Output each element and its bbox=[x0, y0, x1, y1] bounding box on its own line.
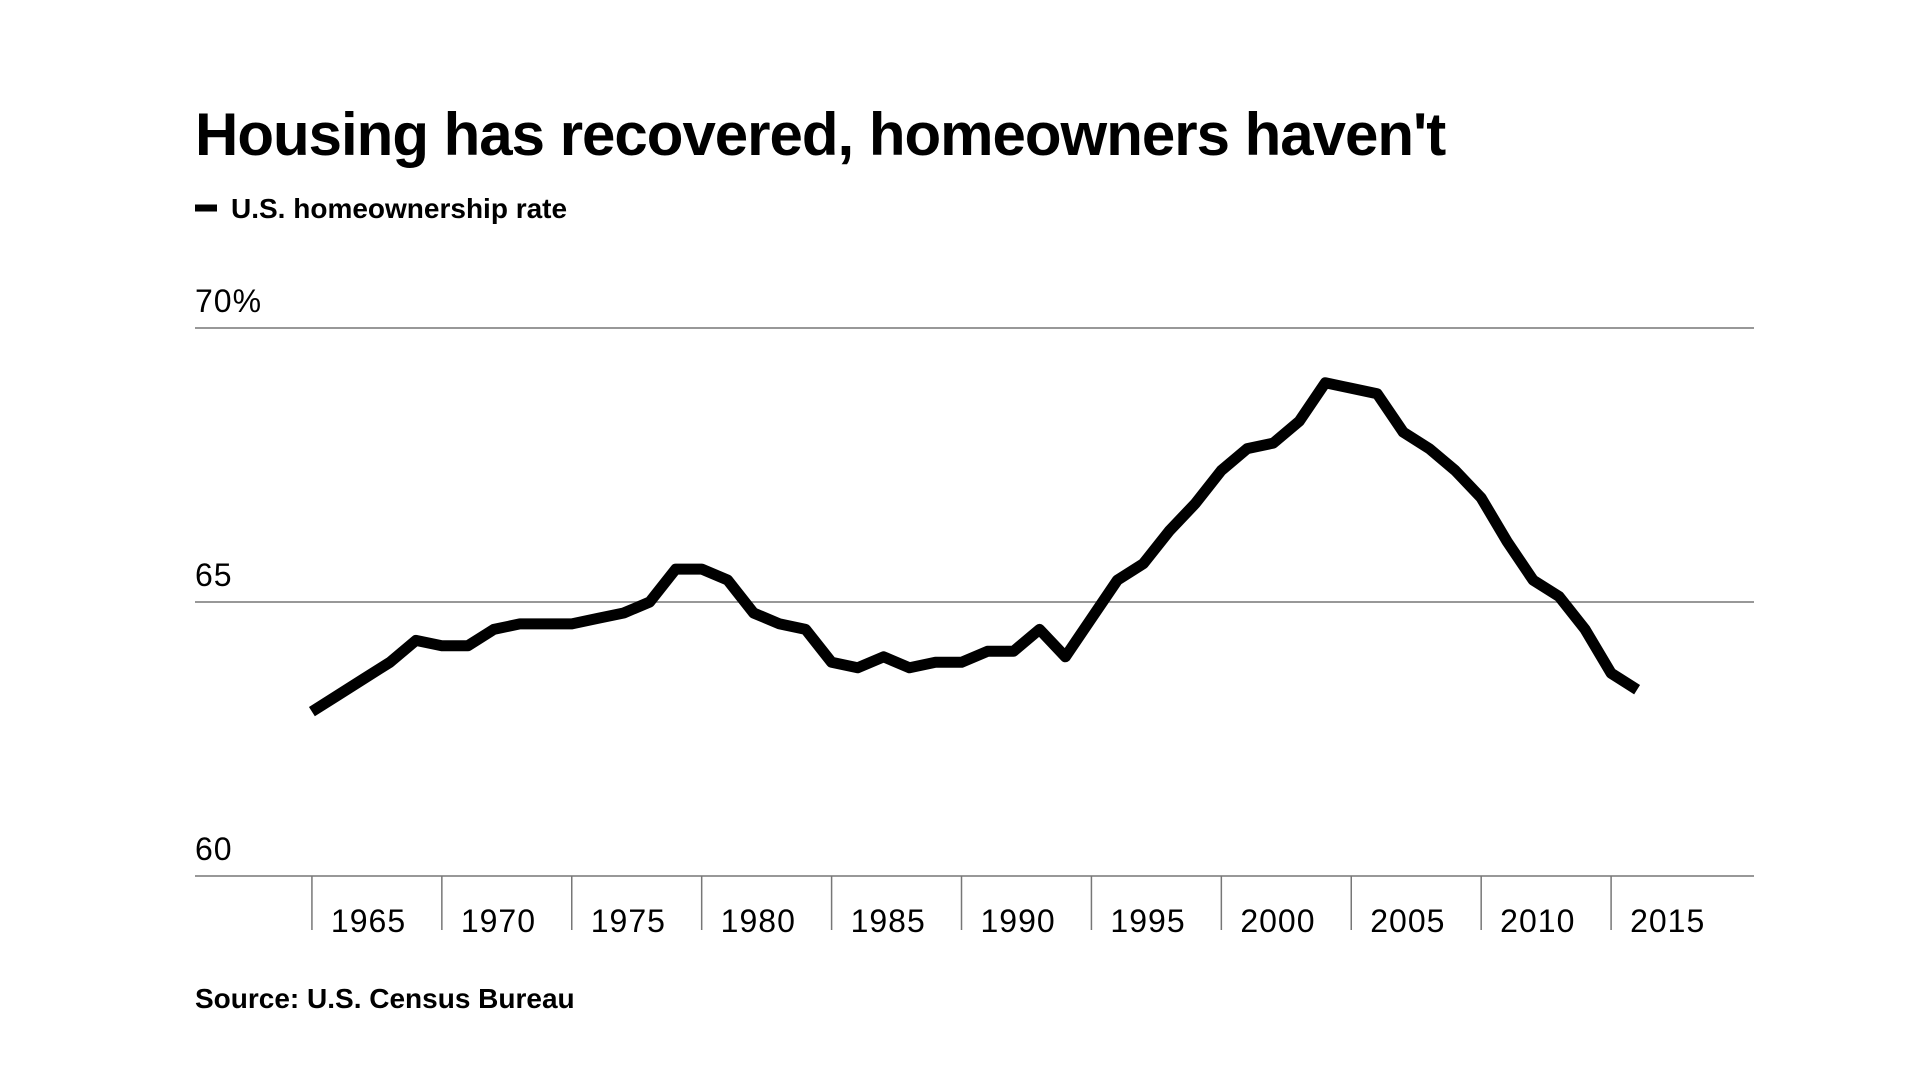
data-line bbox=[308, 377, 1641, 717]
x-tick-label: 1975 bbox=[591, 903, 666, 939]
chart-title: Housing has recovered, homeowners haven'… bbox=[195, 101, 1446, 168]
x-tick-label: 2000 bbox=[1240, 903, 1315, 939]
x-tick-label: 1980 bbox=[721, 903, 796, 939]
source: Source: U.S. Census Bureau bbox=[195, 983, 575, 1014]
legend-label: U.S. homeownership rate bbox=[231, 193, 567, 224]
x-tick-label: 2015 bbox=[1630, 903, 1705, 939]
y-tick-label: 70% bbox=[195, 283, 262, 319]
x-tick-label: 1965 bbox=[331, 903, 406, 939]
x-tick-label: 1990 bbox=[981, 903, 1056, 939]
y-tick-label: 65 bbox=[195, 557, 233, 593]
x-tick-label: 1970 bbox=[461, 903, 536, 939]
y-tick-label: 60 bbox=[195, 831, 233, 867]
x-tick-label: 2010 bbox=[1500, 903, 1575, 939]
x-tick-label: 1985 bbox=[851, 903, 926, 939]
x-tick-label: 1995 bbox=[1110, 903, 1185, 939]
x-tick-label: 2005 bbox=[1370, 903, 1445, 939]
